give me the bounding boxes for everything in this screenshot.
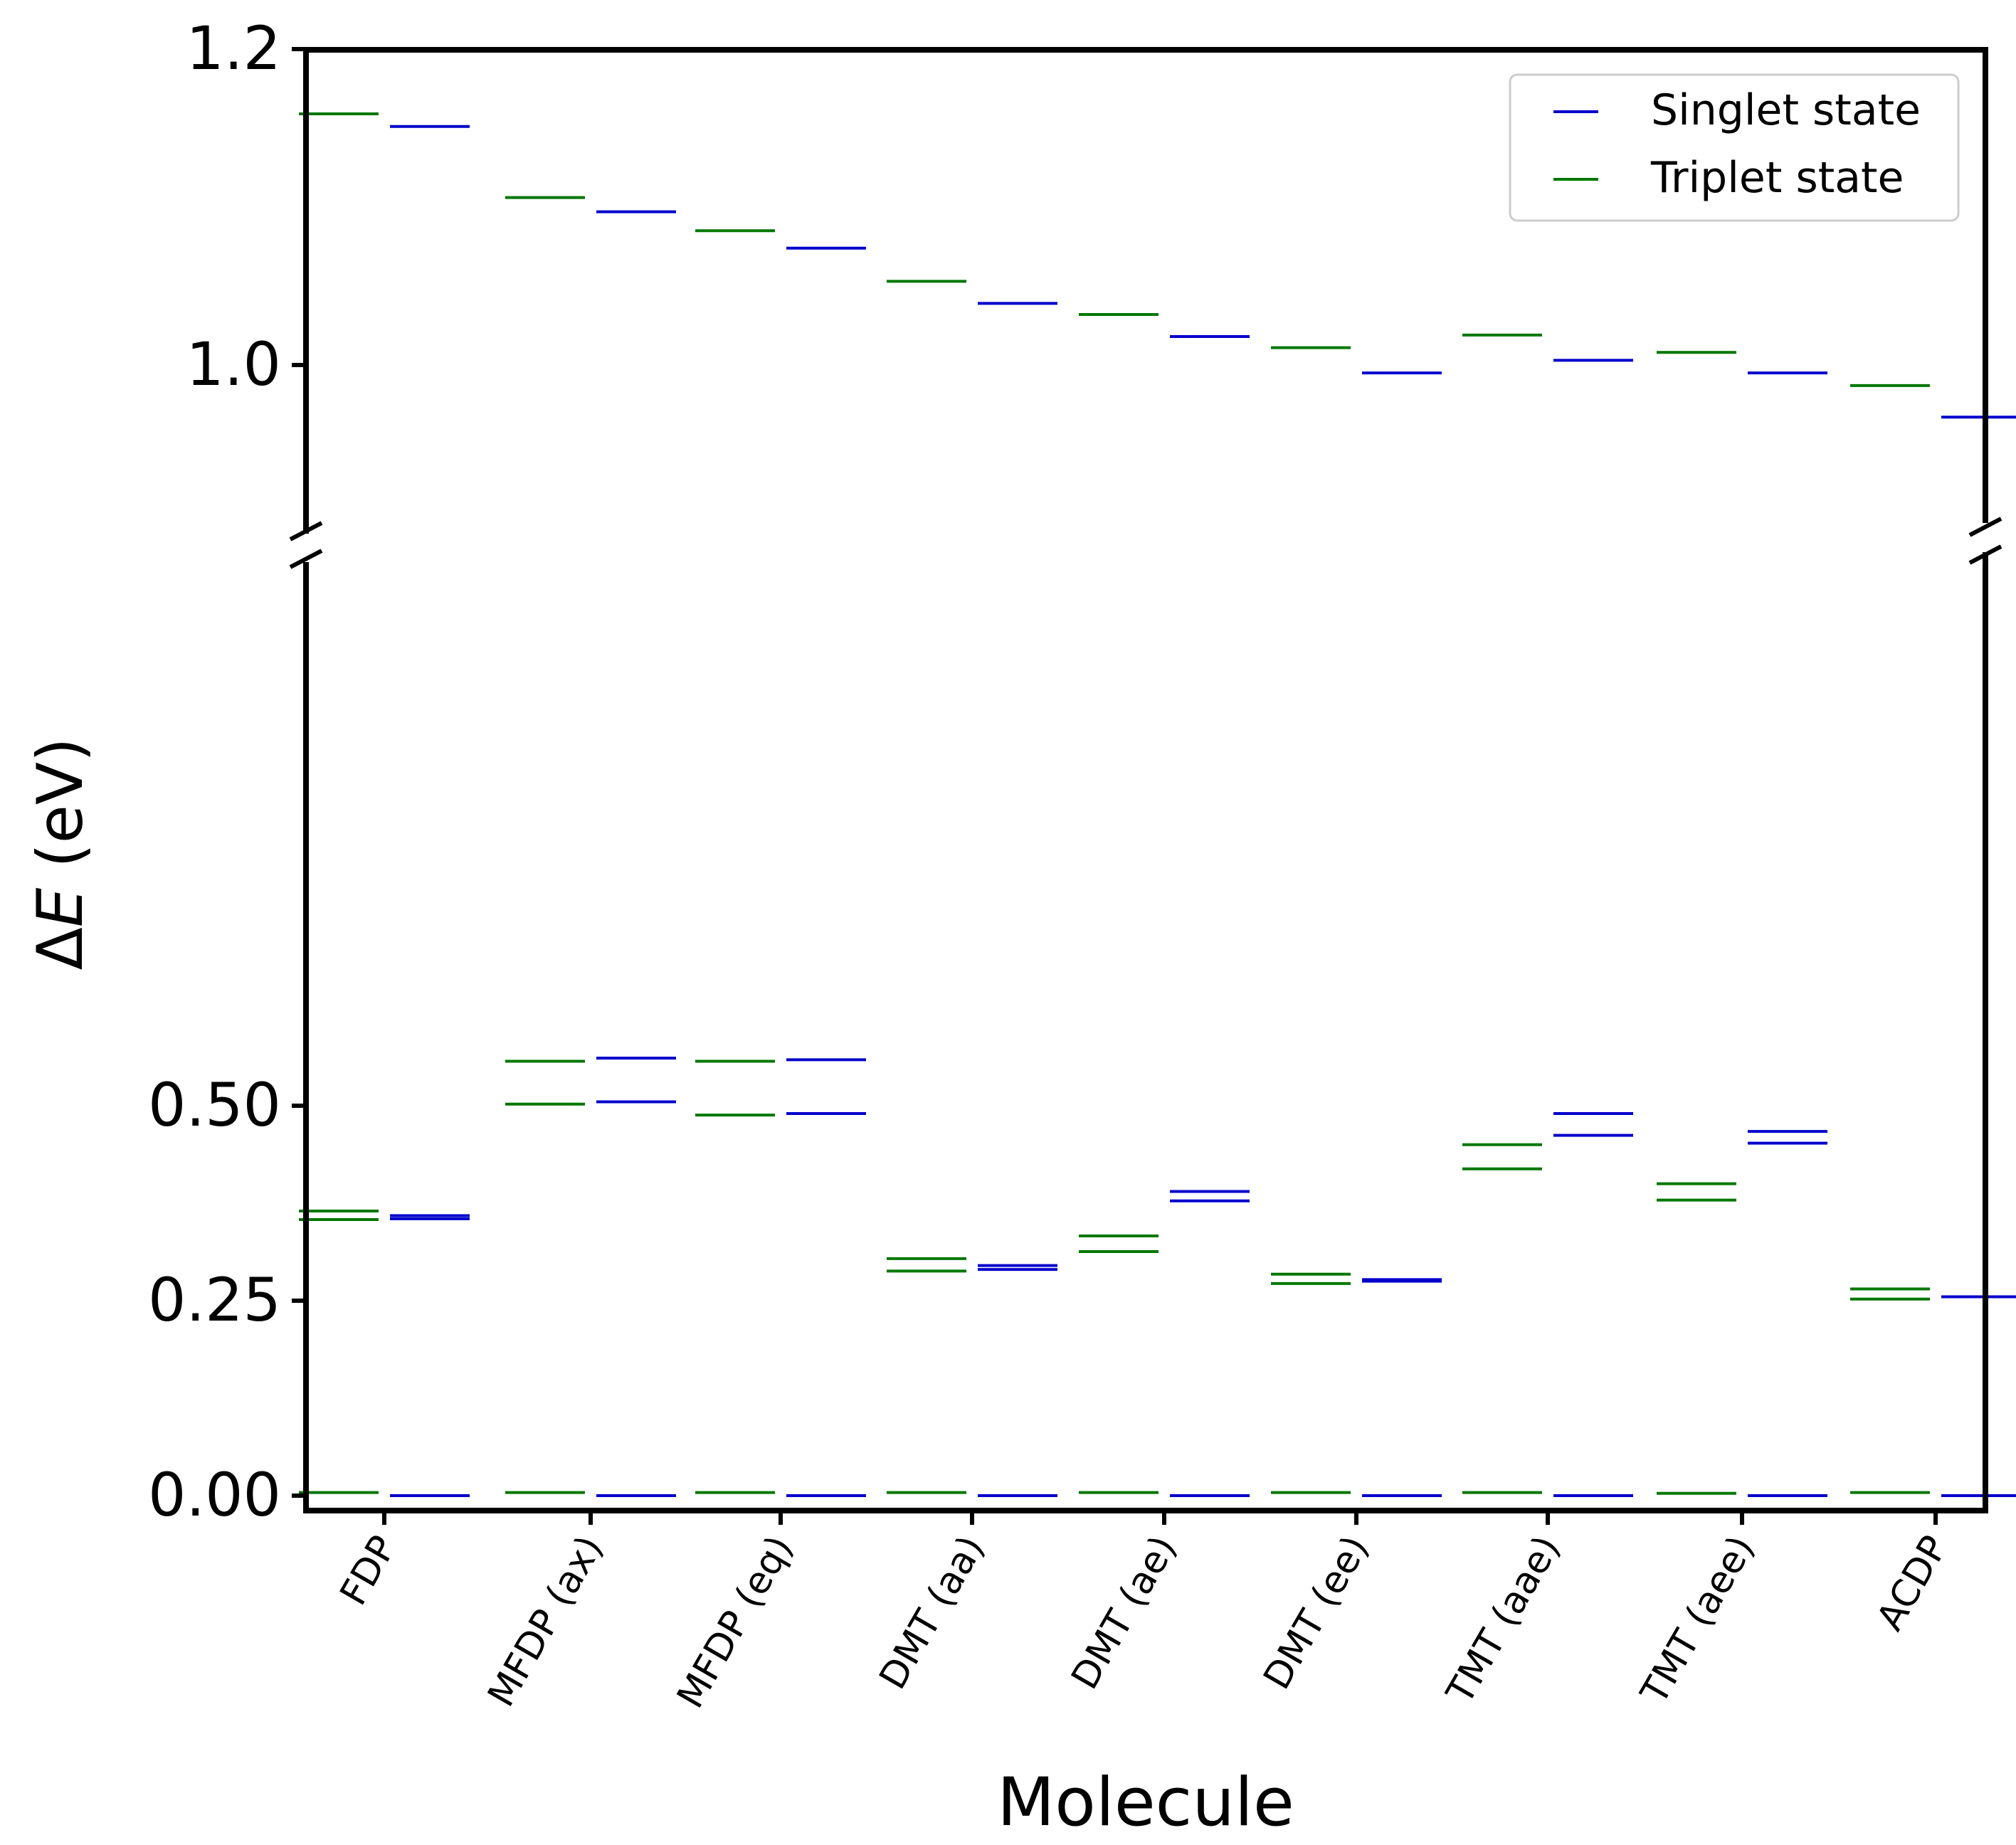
x-tick-label-0: FDP [332, 1529, 406, 1613]
legend-label-triplet: Triplet state [1650, 153, 1904, 203]
x-tick-label-4: DMT (ae) [1063, 1529, 1185, 1697]
legend: Singlet state Triplet state [1509, 73, 1960, 222]
axis-break-mark-right-upper [1968, 517, 2002, 537]
axis-break-mark-left-upper [289, 521, 323, 541]
plot-frame-upper [303, 47, 1988, 534]
y-tick-label-3: 1.0 [186, 329, 281, 399]
x-tick-label-6: TMT (aae) [1438, 1529, 1568, 1712]
y-axis-title-symbol: Δ [23, 927, 97, 970]
axes-layer [289, 47, 2002, 1513]
y-axis-title-variable: E [23, 887, 97, 927]
y-tick-label-1: 0.25 [148, 1265, 281, 1335]
x-tick-label-1: MFDP (ax) [480, 1529, 611, 1714]
axis-break-mark-left-lower [289, 549, 323, 569]
x-tick-label-7: TMT (aee) [1632, 1529, 1763, 1712]
x-tick-label-8: ACDP [1869, 1529, 1956, 1638]
y-axis-title: ΔE (eV) [23, 738, 97, 971]
levels-layer [299, 112, 2016, 1497]
legend-label-singlet: Singlet state [1651, 85, 1921, 135]
y-tick-label-4: 1.2 [186, 14, 281, 83]
y-tick-label-2: 0.50 [148, 1070, 281, 1140]
ticks-layer: 0.00 0.25 0.50 1.0 1.2 FDP MFDP (ax) MFDP (eq) D… [148, 14, 1956, 1716]
legend-box [1509, 73, 1960, 222]
x-tick-label-5: DMT (ee) [1255, 1529, 1377, 1697]
x-axis-title: Molecule [997, 1764, 1294, 1841]
x-tick-label-3: DMT (aa) [872, 1529, 993, 1697]
plot-frame-lower [303, 552, 1988, 1513]
x-tick-label-2: MFDP (eq) [669, 1529, 801, 1716]
y-axis-title-unit: (eV) [23, 738, 97, 888]
y-tick-label-0: 0.00 [148, 1460, 281, 1530]
axis-break-mark-right-lower [1968, 544, 2002, 565]
